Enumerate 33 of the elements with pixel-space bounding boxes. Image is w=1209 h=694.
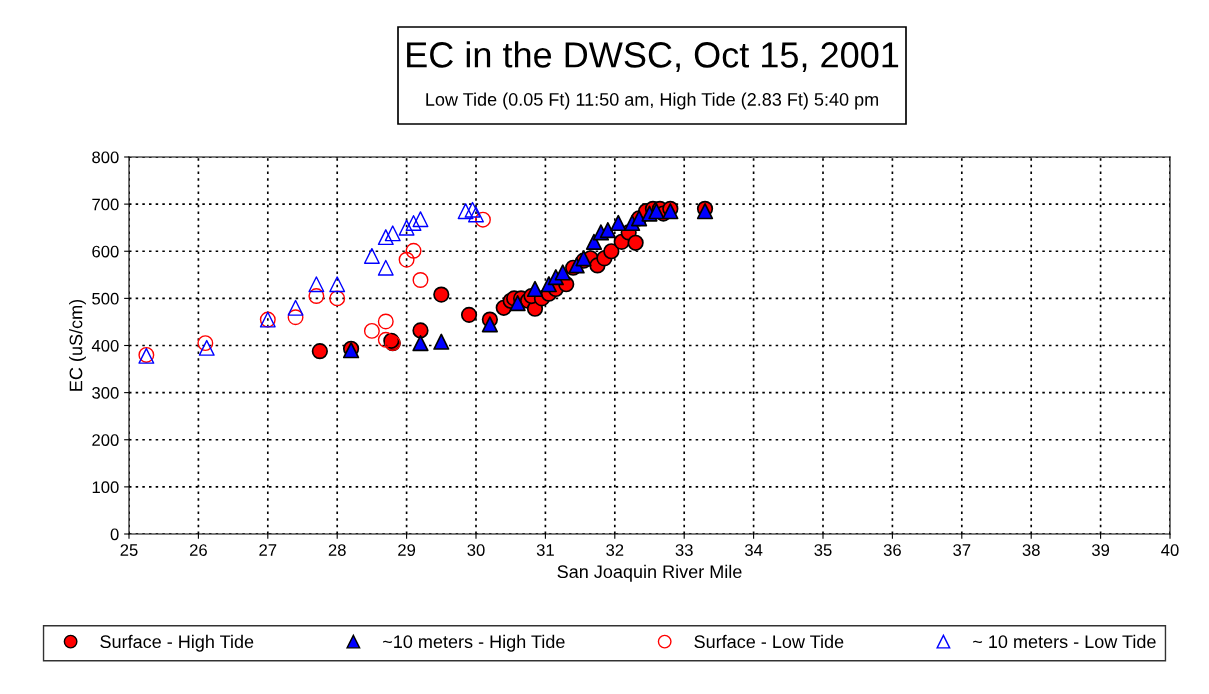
- chart-title: EC in the DWSC, Oct 15, 2001: [407, 41, 899, 72]
- legend-label: Surface - Low Tide: [694, 634, 844, 649]
- x-tick-label: 37: [953, 544, 971, 556]
- x-tick-label: 40: [1161, 544, 1179, 556]
- x-tick-label: 26: [189, 544, 207, 556]
- x-tick-label: 36: [883, 544, 901, 556]
- y-tick-label: 800: [92, 151, 119, 164]
- x-tick-label: 29: [398, 544, 416, 556]
- legend-label: Surface - High Tide: [100, 634, 254, 652]
- chart-subtitle: Low Tide (0.05 Ft) 11:50 am, High Tide (2.83 Ft) 5:40 pm: [426, 92, 878, 110]
- y-tick-label: 600: [92, 245, 119, 258]
- x-tick-label: 32: [606, 544, 624, 556]
- y-tick-label: 0: [110, 528, 119, 541]
- y-tick-label: 700: [92, 198, 119, 211]
- y-tick-label: 100: [92, 481, 119, 494]
- x-tick-label: 35: [814, 544, 832, 556]
- x-tick-label: 33: [675, 544, 693, 556]
- y-tick-label: 500: [92, 292, 119, 305]
- x-tick-label: 28: [328, 544, 346, 556]
- y-tick-label: 200: [92, 434, 119, 446]
- y-axis-title: EC (uS/cm): [69, 299, 86, 391]
- x-axis-title: San Joaquin River Mile: [557, 564, 742, 582]
- x-tick-label: 34: [744, 544, 763, 556]
- x-tick-label: 31: [536, 544, 554, 556]
- x-tick-label: 39: [1091, 544, 1110, 556]
- x-tick-label: 30: [467, 544, 485, 556]
- legend-label: ~10 meters - High Tide: [383, 634, 565, 652]
- x-tick-label: 38: [1022, 544, 1040, 556]
- x-tick-label: 25: [120, 544, 138, 556]
- legend-label: ~ 10 meters - Low Tide: [973, 634, 1156, 649]
- y-tick-label: 400: [91, 339, 119, 352]
- x-tick-label: 27: [259, 544, 277, 556]
- y-tick-label: 300: [92, 387, 119, 399]
